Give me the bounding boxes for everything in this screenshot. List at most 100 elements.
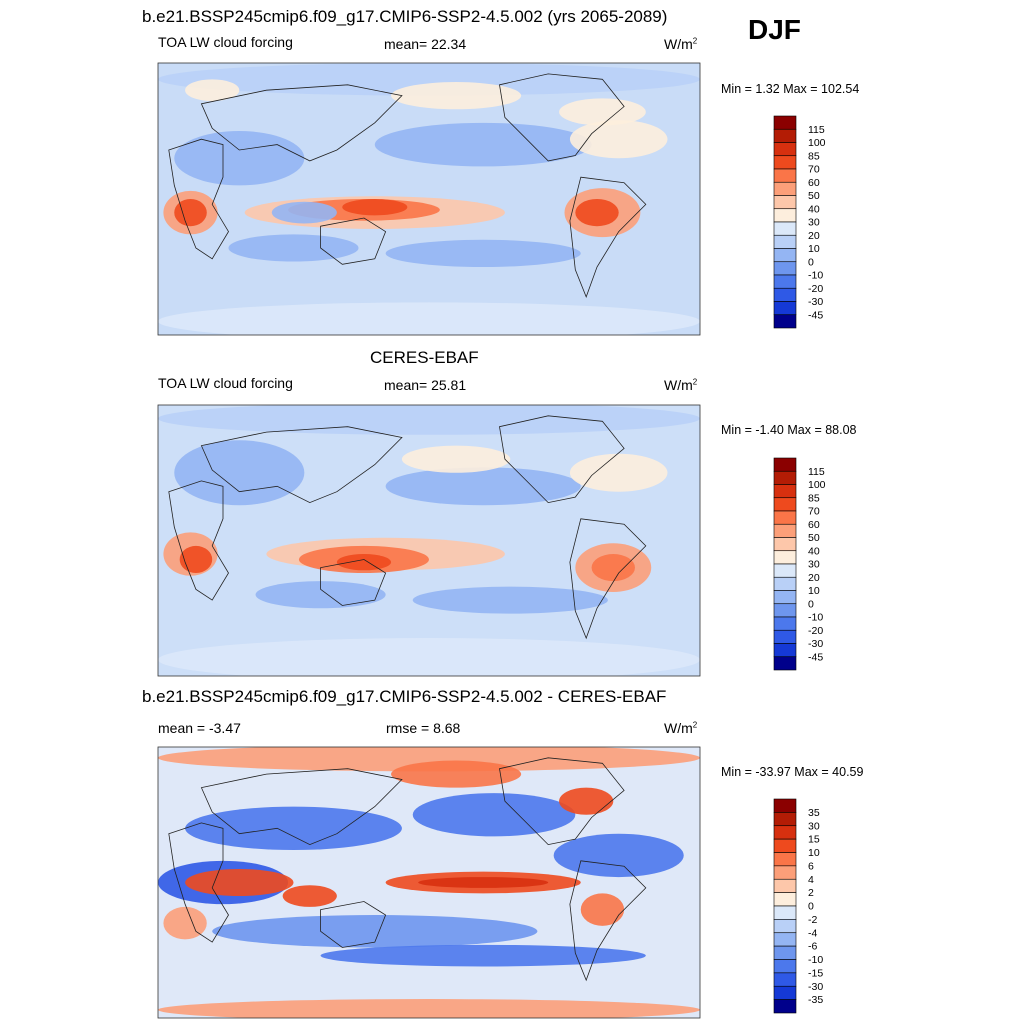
colorbar-tick-label: -30 <box>808 981 823 993</box>
map-field-region <box>569 120 668 159</box>
map-field-region <box>418 877 549 888</box>
colorbar-bin <box>773 550 797 565</box>
colorbar-bin <box>773 301 797 316</box>
colorbar-tick-label: 50 <box>808 190 820 202</box>
colorbar-bin <box>773 945 797 960</box>
map-field-region <box>185 806 402 850</box>
colorbar-bin <box>773 865 797 880</box>
colorbar-bin <box>773 195 797 210</box>
colorbar-bin <box>773 523 797 538</box>
colorbar-bin <box>773 208 797 223</box>
colorbar-tick-label: -45 <box>808 651 823 663</box>
coastline <box>569 518 647 640</box>
colorbar-tick-label: 60 <box>808 177 820 189</box>
colorbar-tick-label: 30 <box>808 217 820 229</box>
coastline <box>168 138 229 260</box>
coastline <box>569 860 647 982</box>
coastline <box>200 84 403 162</box>
colorbar-bin <box>773 603 797 618</box>
map-frame <box>157 746 701 1019</box>
colorbar-tick-label: 0 <box>808 901 814 913</box>
colorbar-tick-label: 20 <box>808 230 820 242</box>
mean-label: mean= 25.81 <box>384 377 467 393</box>
colorbar-tick-label: -30 <box>808 638 823 650</box>
colorbar-tick-label: 30 <box>808 820 820 832</box>
colorbar-bin <box>773 656 797 671</box>
minmax-label: Min = 1.32 Max = 102.54 <box>721 82 860 96</box>
colorbar-bin <box>773 510 797 525</box>
map-frame <box>157 404 701 677</box>
colorbar-bin <box>773 932 797 947</box>
variable-label: TOA LW cloud forcing <box>158 375 293 391</box>
colorbar-tick-label: 50 <box>808 532 820 544</box>
map-field-region <box>255 581 386 609</box>
colorbar-tick-label: 2 <box>808 887 814 899</box>
colorbar-tick-label: 0 <box>808 598 814 610</box>
map-field-region <box>336 554 392 571</box>
map-field-region <box>174 131 305 186</box>
colorbar-tick-label: -10 <box>808 954 823 966</box>
mean-label: mean= 22.34 <box>384 36 467 52</box>
map-field-region <box>158 999 700 1018</box>
colorbar-bin <box>773 563 797 578</box>
colorbar-bin <box>773 838 797 853</box>
map-field-region <box>553 833 684 878</box>
units-label: W/m2 <box>664 377 698 393</box>
colorbar-tick-label: -10 <box>808 270 823 282</box>
colorbar-tick-label: 6 <box>808 860 814 872</box>
map-field-region <box>158 63 700 96</box>
colorbar-bin <box>773 590 797 605</box>
map-field-region <box>412 586 608 614</box>
colorbar-bin <box>773 629 797 644</box>
colorbar-tick-label: 40 <box>808 545 820 557</box>
map-field-region <box>158 638 700 676</box>
map-field-region <box>158 405 700 435</box>
colorbar-bin <box>773 852 797 867</box>
colorbar-tick-label: -10 <box>808 612 823 624</box>
colorbar-bin <box>773 142 797 157</box>
map-field-region <box>391 82 522 110</box>
colorbar-bin <box>773 892 797 907</box>
colorbar-bin <box>773 878 797 893</box>
colorbar-tick-label: 85 <box>808 492 820 504</box>
map-field-region <box>174 199 207 227</box>
colorbar-bin <box>773 484 797 499</box>
panel-title: b.e21.BSSP245cmip6.f09_g17.CMIP6-SSP2-4.… <box>142 7 668 26</box>
map-field-region <box>569 453 668 492</box>
coastline <box>320 901 387 948</box>
map-field-region <box>158 302 700 335</box>
colorbar-bin <box>773 314 797 329</box>
colorbar-tick-label: -35 <box>808 994 823 1006</box>
units-label: W/m2 <box>664 36 698 52</box>
map-field-region <box>391 760 522 788</box>
coastline <box>499 73 625 162</box>
map-field-region <box>401 445 511 473</box>
colorbar-bin <box>773 959 797 974</box>
colorbar-bin <box>773 470 797 485</box>
colorbar-tick-label: 40 <box>808 203 820 215</box>
map-field-region <box>179 545 213 574</box>
colorbar-bin <box>773 972 797 987</box>
colorbar-bin <box>773 905 797 920</box>
colorbar-bin <box>773 128 797 143</box>
colorbar-tick-label: -15 <box>808 967 823 979</box>
map-field-region <box>185 868 294 897</box>
variable-label: TOA LW cloud forcing <box>158 34 293 50</box>
colorbar-tick-label: 35 <box>808 807 820 819</box>
colorbar-bin <box>773 919 797 934</box>
colorbar-bin <box>773 457 797 472</box>
coastline <box>499 757 625 846</box>
colorbar-tick-label: -20 <box>808 625 823 637</box>
colorbar-bin <box>773 261 797 276</box>
colorbar-bin <box>773 287 797 302</box>
map-field-region <box>185 79 240 102</box>
colorbar-tick-label: 100 <box>808 479 826 491</box>
coastline <box>499 415 625 504</box>
colorbar-tick-label: 20 <box>808 572 820 584</box>
colorbar-tick-label: 10 <box>808 585 820 597</box>
map-field-region <box>374 122 592 167</box>
panel-title: CERES-EBAF <box>370 348 479 367</box>
colorbar-tick-label: 15 <box>808 834 820 846</box>
colorbar-bin <box>773 155 797 170</box>
